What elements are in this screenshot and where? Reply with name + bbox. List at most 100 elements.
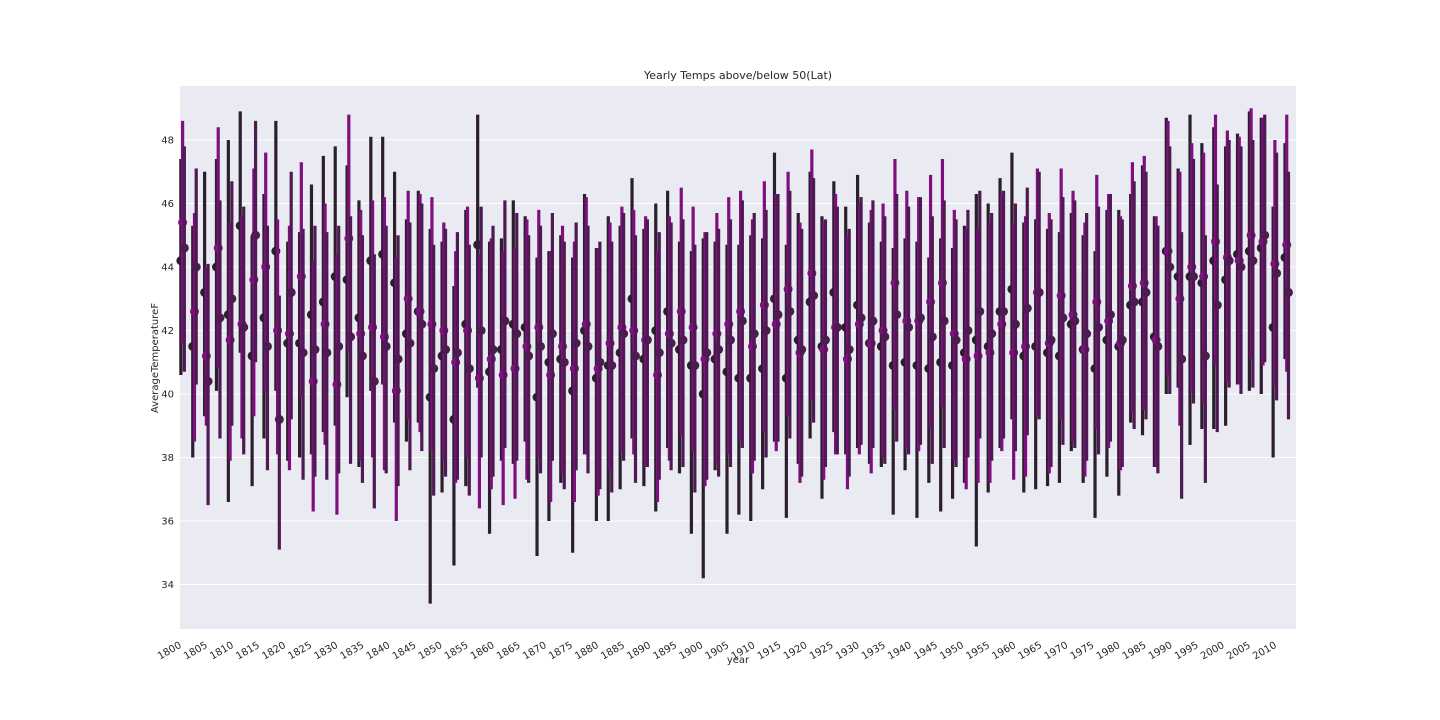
- x-tick-label: 2010: [1251, 640, 1279, 662]
- mean-point: [298, 348, 308, 358]
- x-tick-label: 1980: [1095, 640, 1123, 662]
- mean-point: [369, 376, 379, 386]
- x-tick-label: 1815: [234, 640, 262, 662]
- mean-point: [630, 351, 640, 361]
- x-tick-label: 1840: [365, 640, 393, 662]
- x-tick-label: 1965: [1017, 640, 1045, 662]
- mean-point: [939, 316, 949, 326]
- mean-point: [203, 376, 213, 386]
- mean-point: [1094, 322, 1104, 332]
- mean-point: [761, 326, 771, 336]
- mean-point: [1058, 313, 1068, 323]
- mean-point: [999, 306, 1009, 316]
- y-axis-ticks: 34 36 38 40 42 44 46 48: [161, 135, 174, 591]
- x-tick-label: 1855: [443, 640, 471, 662]
- x-tick-label: 1880: [573, 640, 601, 662]
- mean-point: [310, 345, 320, 355]
- x-tick-label: 1920: [782, 640, 810, 662]
- mean-point: [393, 354, 403, 364]
- x-tick-label: 1800: [156, 640, 184, 662]
- x-tick-label: 1845: [391, 640, 419, 662]
- mean-point: [785, 306, 795, 316]
- mean-point: [1129, 297, 1139, 307]
- x-tick-label: 1955: [964, 640, 992, 662]
- mean-point: [1022, 303, 1032, 313]
- mean-point: [251, 230, 261, 240]
- mean-point: [642, 335, 652, 345]
- mean-point: [452, 348, 462, 358]
- y-tick-label: 48: [161, 135, 174, 146]
- mean-point: [334, 341, 344, 351]
- mean-point: [1212, 300, 1222, 310]
- mean-point: [702, 348, 712, 358]
- mean-point: [1141, 287, 1151, 297]
- mean-point: [227, 294, 237, 304]
- x-tick-label: 1865: [495, 640, 523, 662]
- x-tick-label: 1940: [886, 640, 914, 662]
- chart-title: Yearly Temps above/below 50(Lat): [643, 69, 832, 82]
- mean-point: [346, 332, 356, 342]
- mean-point: [1260, 230, 1270, 240]
- mean-point: [1188, 272, 1198, 282]
- mean-point: [536, 341, 546, 351]
- x-tick-label: 1820: [260, 640, 288, 662]
- x-tick-label: 1975: [1069, 640, 1097, 662]
- mean-point: [1034, 287, 1044, 297]
- mean-point: [1272, 268, 1282, 278]
- x-tick-label: 1870: [521, 640, 549, 662]
- mean-point: [1010, 319, 1020, 329]
- mean-point: [1248, 256, 1258, 266]
- mean-point: [524, 351, 534, 361]
- x-tick-label: 1970: [1043, 640, 1071, 662]
- mean-point: [357, 351, 367, 361]
- mean-point: [868, 316, 878, 326]
- x-tick-label: 1930: [834, 640, 862, 662]
- y-tick-label: 36: [161, 517, 174, 528]
- x-tick-label: 1825: [286, 640, 314, 662]
- mean-point: [737, 316, 747, 326]
- y-tick-label: 46: [161, 199, 174, 210]
- y-tick-label: 44: [161, 263, 174, 274]
- x-axis-ticks: 1800180518101815182018251830183518401845…: [156, 640, 1279, 662]
- mean-point: [179, 243, 189, 253]
- mean-point: [1082, 329, 1092, 339]
- mean-point: [1070, 316, 1080, 326]
- mean-point: [274, 414, 284, 424]
- mean-point: [797, 345, 807, 355]
- mean-point: [191, 262, 201, 272]
- mean-point: [571, 338, 581, 348]
- mean-point: [1224, 256, 1234, 266]
- mean-point: [417, 319, 427, 329]
- y-tick-label: 42: [161, 326, 174, 337]
- mean-point: [262, 341, 272, 351]
- mean-point: [1046, 335, 1056, 345]
- x-tick-label: 1990: [1147, 640, 1175, 662]
- mean-point: [547, 329, 557, 339]
- mean-point: [678, 335, 688, 345]
- x-tick-label: 2000: [1199, 640, 1227, 662]
- mean-point: [559, 357, 569, 367]
- mean-point: [1177, 354, 1187, 364]
- mean-point: [749, 329, 759, 339]
- y-tick-label: 34: [161, 580, 174, 591]
- mean-point: [844, 345, 854, 355]
- x-tick-label: 1995: [1173, 640, 1201, 662]
- mean-point: [607, 360, 617, 370]
- mean-point: [915, 313, 925, 323]
- y-tick-label: 40: [161, 390, 174, 401]
- x-tick-label: 1835: [339, 640, 367, 662]
- mean-point: [381, 341, 391, 351]
- x-tick-label: 1805: [182, 640, 210, 662]
- mean-point: [1117, 335, 1127, 345]
- mean-point: [1200, 351, 1210, 361]
- data-series-layer: [176, 108, 1293, 604]
- mean-point: [464, 364, 474, 374]
- mean-point: [619, 329, 629, 339]
- x-tick-label: 1925: [808, 640, 836, 662]
- mean-point: [773, 310, 783, 320]
- mean-point: [856, 313, 866, 323]
- mean-point: [1153, 341, 1163, 351]
- mean-point: [500, 316, 510, 326]
- mean-point: [904, 322, 914, 332]
